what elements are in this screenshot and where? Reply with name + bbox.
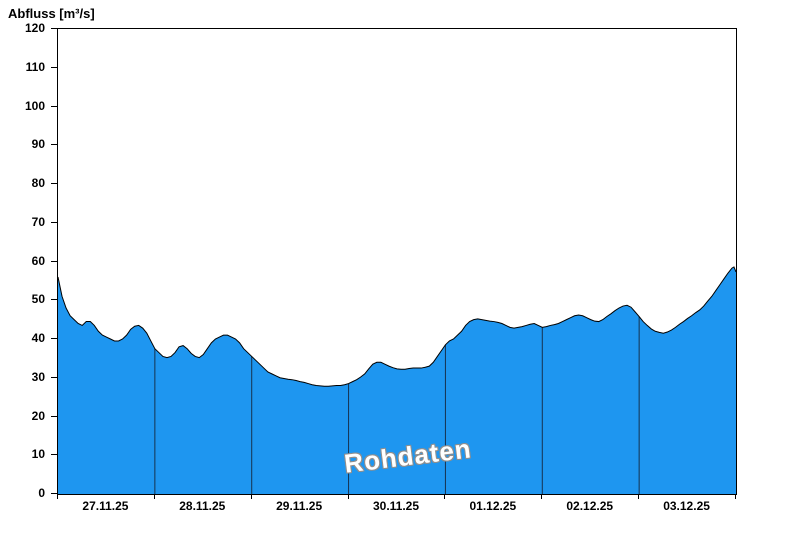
y-tick-mark [51,28,57,29]
y-tick-label: 40 [31,331,45,345]
y-tick-mark [51,183,57,184]
y-tick-label: 60 [31,253,45,268]
discharge-line [58,266,736,387]
area-series-plot [58,266,736,494]
y-axis-title: Abfluss [m³/s] [8,6,95,21]
x-tick-mark [57,495,58,499]
y-tick-mark [51,260,57,262]
x-tick-mark [153,495,155,499]
y-tick-label: 20 [31,408,45,423]
y-tick-mark [51,376,57,378]
y-tick-label: 90 [31,137,45,152]
discharge-area-fill [58,266,736,494]
y-tick-label: 50 [31,292,45,307]
y-tick-mark [51,454,57,456]
x-tick-label: 27.11.25 [82,499,129,513]
x-tick-label: 01.12.25 [469,499,517,513]
y-tick-label: 70 [31,214,45,229]
x-tick-label: 28.11.25 [179,499,226,513]
x-tick-label: 30.11.25 [372,499,420,513]
x-tick-label: 03.12.25 [663,499,710,513]
x-tick-label: 02.12.25 [566,499,614,513]
y-tick-mark [51,66,57,68]
y-tick-mark [51,415,57,417]
y-tick-mark [51,338,57,339]
plot-area: Rohdaten [57,28,737,495]
x-tick-mark [444,495,446,499]
x-tick-mark [638,495,640,499]
y-tick-mark [51,221,57,223]
y-tick-label: 80 [31,176,45,190]
y-tick-mark [51,299,57,301]
y-tick-label: 120 [24,21,45,35]
x-tick-mark [541,495,543,499]
y-tick-mark [51,493,57,494]
x-tick-mark [347,495,349,499]
y-tick-label: 10 [31,447,45,462]
x-tick-mark [735,495,736,499]
y-tick-label: 110 [25,59,45,74]
x-tick-mark [250,495,252,499]
y-tick-label: 0 [38,486,45,500]
y-tick-label: 30 [31,369,45,384]
y-tick-mark [51,105,57,107]
y-tick-mark [51,144,57,146]
x-tick-label: 29.11.25 [276,499,323,513]
y-tick-label: 100 [24,98,45,113]
